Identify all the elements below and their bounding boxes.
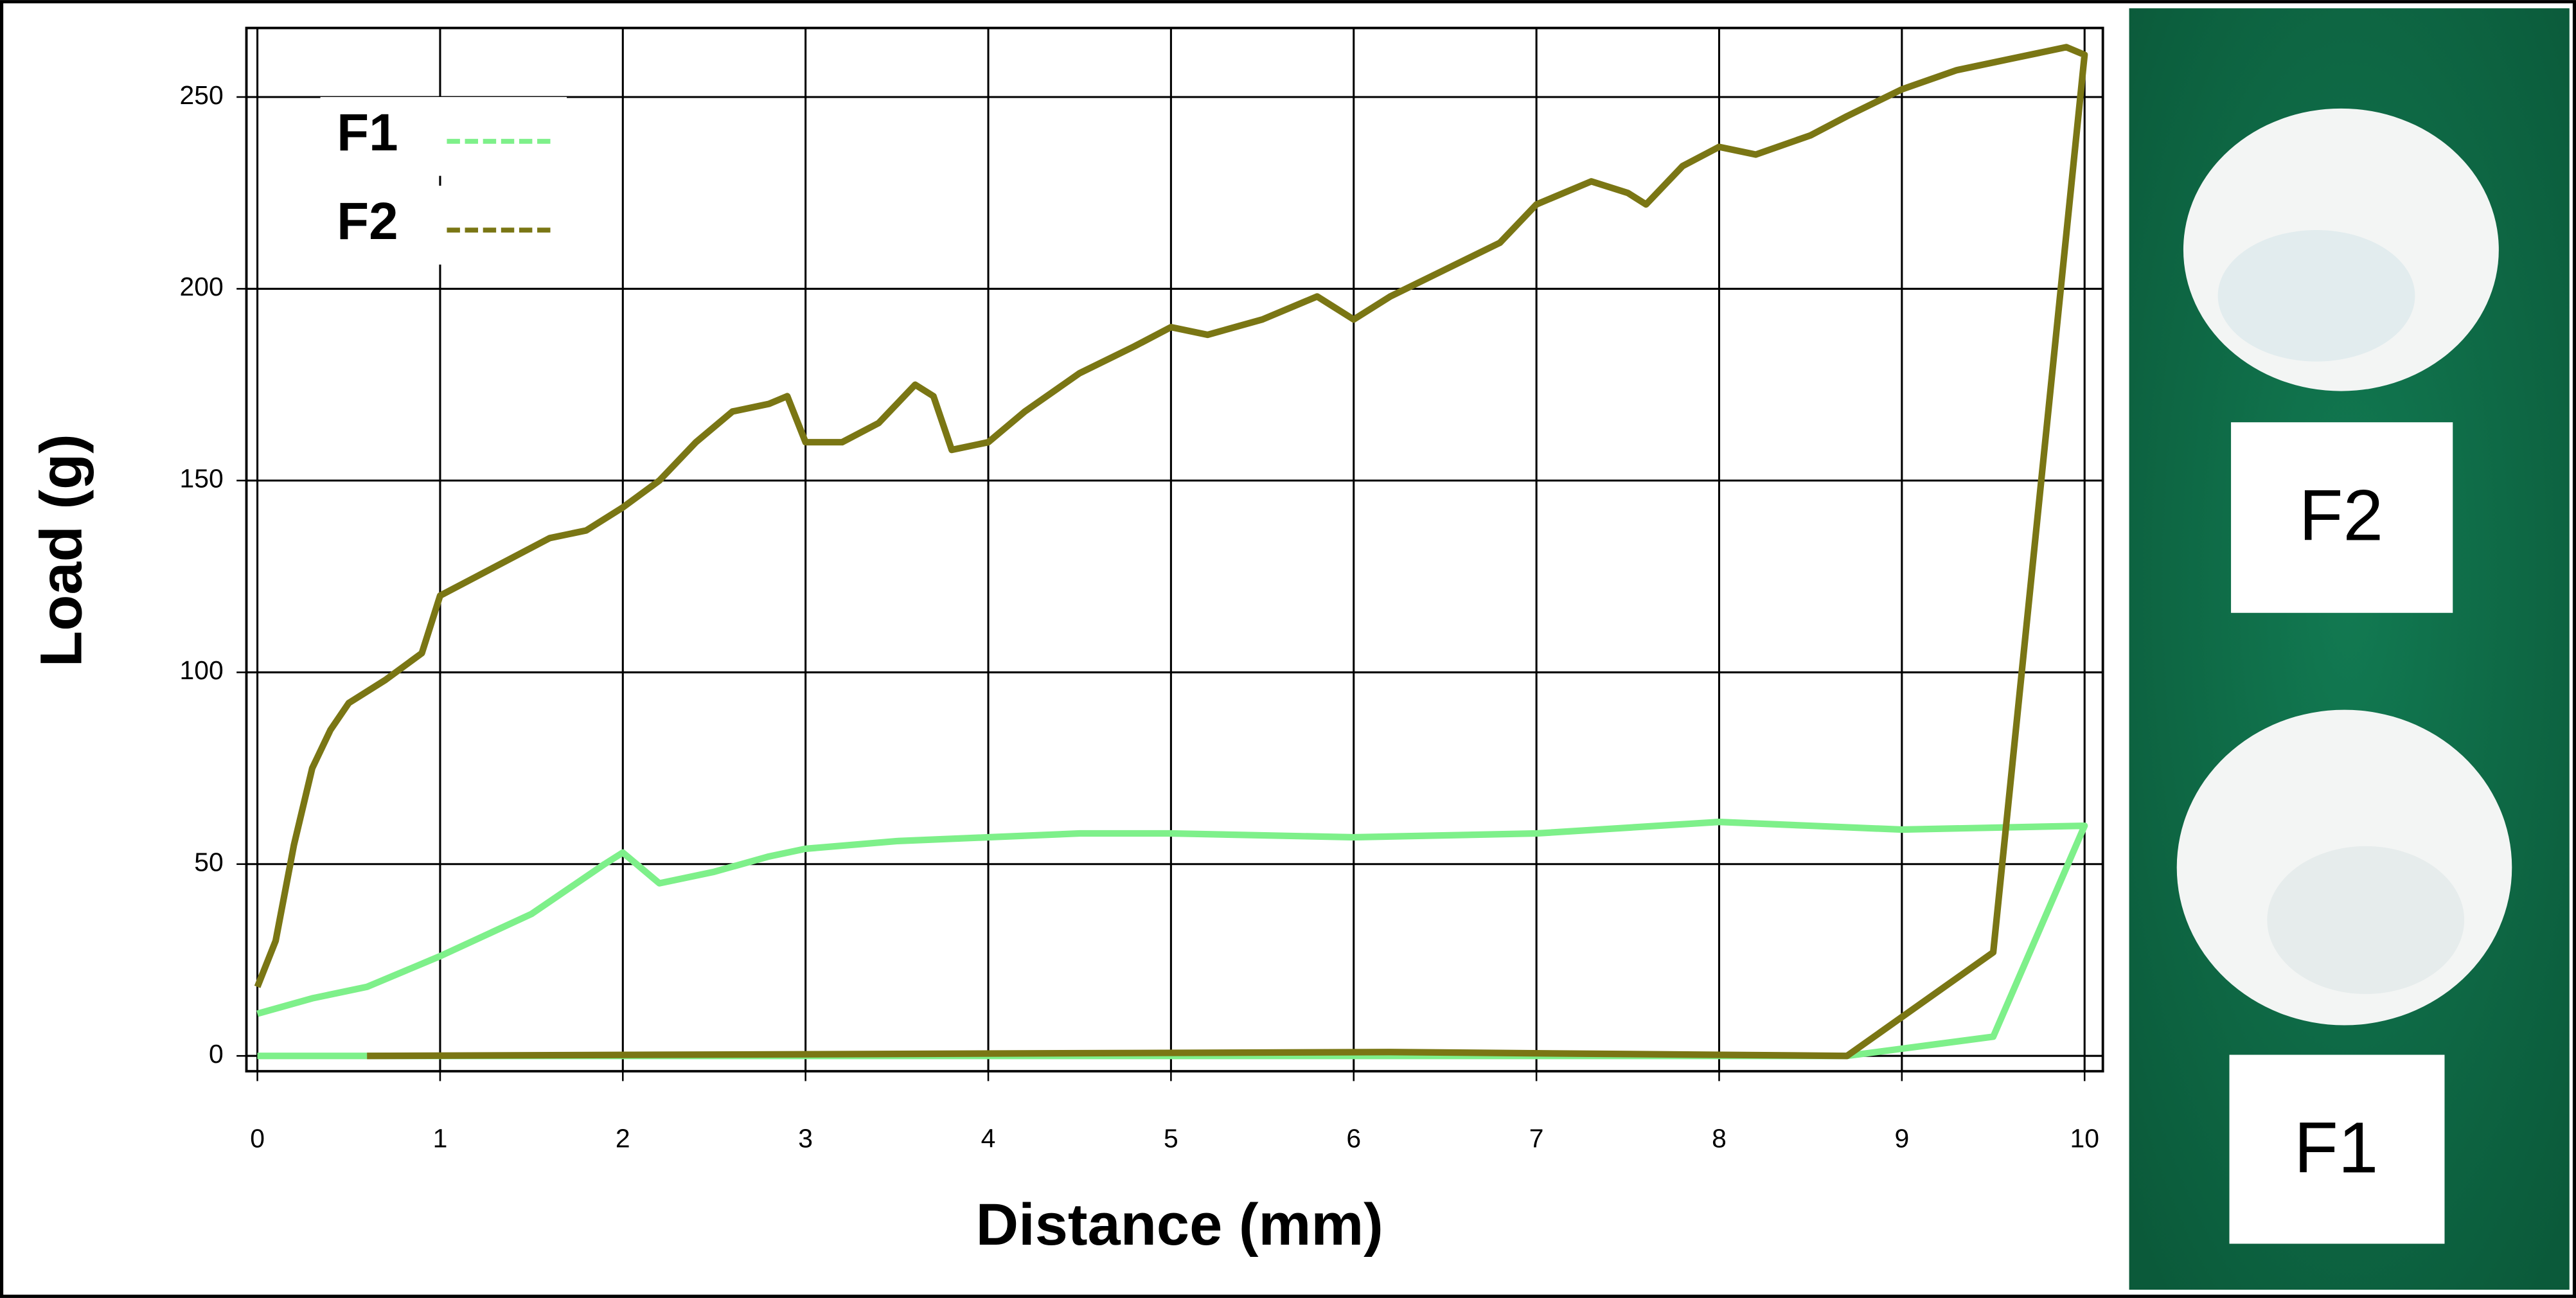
photo-panel: F2 F1 — [2129, 8, 2570, 1290]
y-tick-label: 150 — [179, 464, 223, 493]
photo-label-box — [2229, 1054, 2445, 1244]
x-tick-label: 1 — [433, 1123, 448, 1153]
x-tick-label: 10 — [2070, 1123, 2099, 1153]
legend-box — [320, 96, 567, 176]
tablet-shade — [2217, 230, 2415, 362]
x-tick-label: 5 — [1164, 1123, 1178, 1153]
photo-label: F2 — [2299, 474, 2383, 555]
data-line — [254, 44, 2088, 1060]
x-tick-label: 6 — [1346, 1123, 1361, 1153]
y-tick-label: 250 — [179, 80, 223, 110]
photo-label: F1 — [2294, 1107, 2378, 1188]
photo-label-box — [2231, 422, 2453, 613]
x-tick-label: 7 — [1529, 1123, 1544, 1153]
y-tick-label: 200 — [179, 272, 223, 301]
x-tick-label: 2 — [616, 1123, 630, 1153]
legend-label: F2 — [337, 192, 398, 251]
x-tick-label: 0 — [250, 1123, 265, 1153]
y-axis-title: Load (g) — [28, 434, 94, 667]
y-tick-label: 0 — [209, 1039, 224, 1069]
x-tick-label: 3 — [798, 1123, 813, 1153]
y-tick-label: 100 — [179, 655, 223, 685]
x-tick-label: 4 — [981, 1123, 996, 1153]
tablet-shade — [2267, 846, 2465, 994]
x-tick-label: 9 — [1894, 1123, 1909, 1153]
x-tick-label: 8 — [1712, 1123, 1727, 1153]
legend-label: F1 — [337, 103, 398, 162]
data-line — [256, 818, 2088, 1060]
legend-box — [320, 185, 567, 265]
x-axis-title: Distance (mm) — [976, 1191, 1383, 1258]
y-tick-label: 50 — [194, 848, 223, 877]
